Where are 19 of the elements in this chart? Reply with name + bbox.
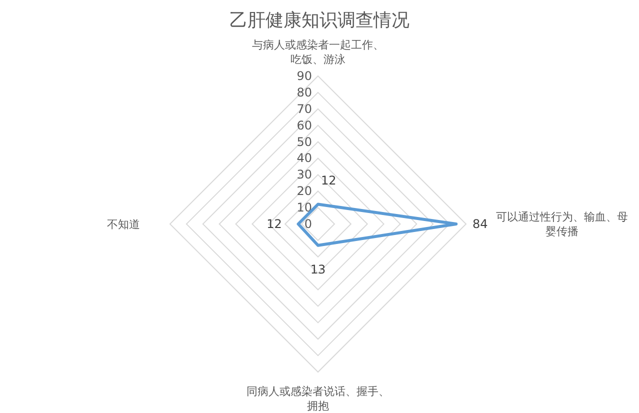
data-label: 13 — [310, 262, 326, 276]
data-label: 12 — [321, 173, 336, 188]
tick-label: 50 — [296, 134, 312, 149]
tick-label: 80 — [296, 85, 312, 100]
tick-label: 90 — [296, 69, 312, 83]
tick-label: 20 — [296, 184, 312, 198]
data-label: 12 — [266, 217, 282, 231]
tick-label: 30 — [296, 168, 312, 182]
tick-label: 60 — [296, 118, 312, 132]
category-label: 与病人或感染者一起工作、吃饭、游泳 — [252, 38, 384, 66]
data-label: 84 — [472, 217, 488, 231]
tick-label: 40 — [296, 151, 312, 166]
tick-label: 70 — [296, 102, 312, 116]
category-label: 同病人或感染者说话、握手、拥抱 — [246, 385, 390, 412]
category-label: 不知道 — [107, 218, 140, 231]
category-label: 可以通过性行为、输血、母婴传播 — [496, 210, 628, 238]
tick-label: 0 — [304, 217, 312, 231]
title: 乙肝健康知识调查情况 — [230, 10, 410, 31]
tick-label: 10 — [296, 200, 312, 215]
